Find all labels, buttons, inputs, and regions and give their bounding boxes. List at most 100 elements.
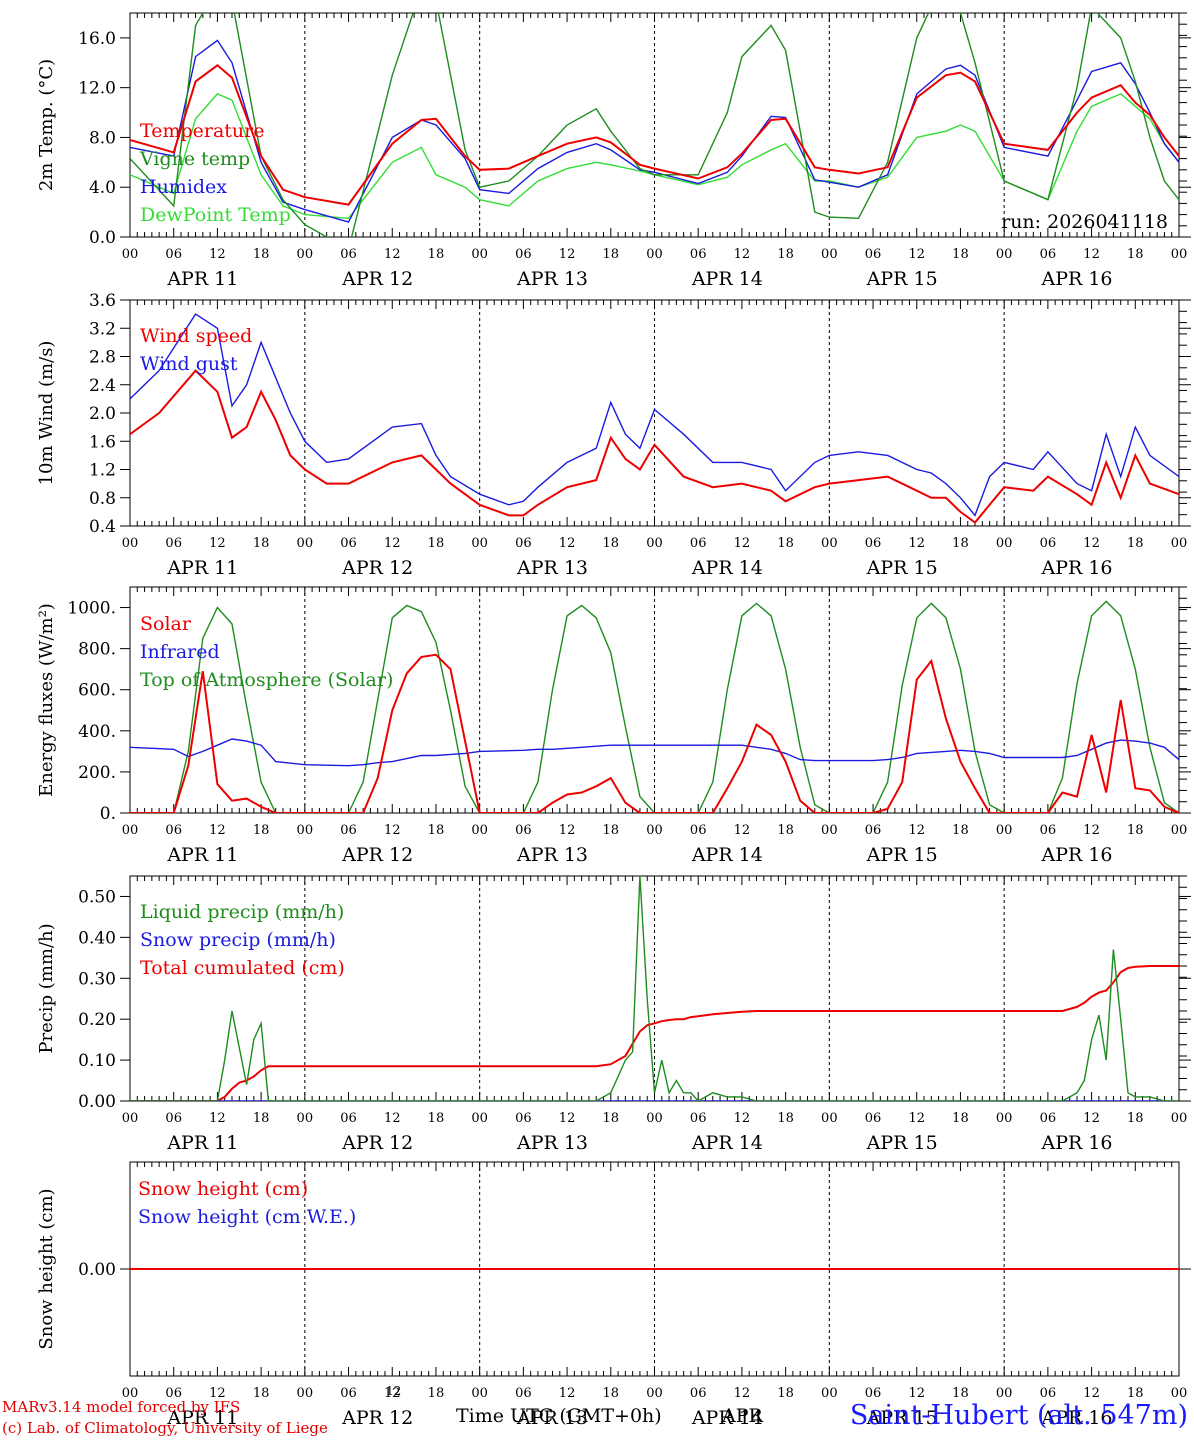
x-tick-label: 12 <box>1083 536 1100 551</box>
x-tick-label: 06 <box>165 823 182 838</box>
x-tick-label: 06 <box>865 536 882 551</box>
x-tick-label: 00 <box>821 823 838 838</box>
y-tick-label: 200. <box>78 763 116 783</box>
series-group <box>130 600 1179 813</box>
series-group <box>130 13 1179 237</box>
x-tick-label: 06 <box>515 247 532 262</box>
legend-entry: Temperature <box>140 120 264 142</box>
x-tick-label: 18 <box>428 536 445 551</box>
x-tick-label: 18 <box>253 1111 270 1126</box>
x-tick-label: 12 <box>908 823 925 838</box>
x-tick-label: 06 <box>1040 536 1057 551</box>
day-label: APR 15 <box>866 268 938 290</box>
y-tick-label: 0.0 <box>89 228 116 248</box>
x-tick-label: 18 <box>777 1111 794 1126</box>
x-tick-label: 06 <box>515 1386 532 1401</box>
day-label: APR 12 <box>341 557 413 579</box>
x-tick-label: 00 <box>996 1111 1013 1126</box>
x-tick-label: 12 <box>734 823 751 838</box>
x-tick-label: 00 <box>996 536 1013 551</box>
day-label: APR 13 <box>516 844 588 866</box>
series-group <box>130 313 1179 524</box>
month-label: APR <box>722 1405 763 1427</box>
x-tick-label: 12 <box>908 536 925 551</box>
series-line-total-cumulated-cm- <box>130 965 1179 1101</box>
x-tick-label: 06 <box>340 1386 357 1401</box>
x-tick-label: 06 <box>1040 823 1057 838</box>
series-line-wind-speed <box>130 369 1179 524</box>
panel-2: 00 06 12 18 00 06 12 18 00 06 12 18 00 06 12 18 00 06 12 18… <box>36 291 1191 579</box>
x-tick-label: 12 <box>908 1386 925 1401</box>
x-tick-label: 18 <box>603 1386 620 1401</box>
x-tick-label: 18 <box>428 1111 445 1126</box>
day-label: APR 12 <box>341 268 413 290</box>
y-axis-label: 2m Temp. (°C) <box>36 59 57 191</box>
x-tick-label: 00 <box>646 247 663 262</box>
x-tick-label: 00 <box>471 247 488 262</box>
x-tick-label: 18 <box>428 1386 445 1401</box>
y-tick-label: 12.0 <box>78 79 116 99</box>
y-tick-label: 1000. <box>67 599 116 619</box>
x-tick-label: 12 <box>209 536 226 551</box>
legend-entry: Vigne temp <box>139 148 250 170</box>
x-tick-label: 12 <box>734 1111 751 1126</box>
x-tick-label: 12 <box>559 823 576 838</box>
x-tick-label: 18 <box>777 1386 794 1401</box>
x-tick-label: 06 <box>690 823 707 838</box>
x-tick-label: 12 <box>1083 247 1100 262</box>
day-label: APR 16 <box>1040 268 1112 290</box>
x-tick-label: 00 <box>646 823 663 838</box>
x-tick-label: 06 <box>865 1111 882 1126</box>
legend-entry: Total cumulated (cm) <box>140 957 345 979</box>
x-tick-label: 00 <box>471 536 488 551</box>
x-tick-label: 18 <box>1127 1111 1144 1126</box>
x-tick-label: 18 <box>253 247 270 262</box>
x-tick-label: 12 <box>384 1111 401 1126</box>
y-tick-label: 0.4 <box>89 517 116 537</box>
day-label: APR 16 <box>1040 557 1112 579</box>
x-tick-label: 12 <box>209 823 226 838</box>
x-tick-label: 00 <box>471 1111 488 1126</box>
series-line-liquid-precip-mm-h- <box>130 876 1179 1101</box>
x-tick-label: 12 <box>1083 1111 1100 1126</box>
series-line-vigne-temp <box>130 13 1179 237</box>
x-tick-label: 12 <box>384 247 401 262</box>
x-tick-label: 12 <box>908 247 925 262</box>
x-tick-label: 12 <box>734 1386 751 1401</box>
day-label: APR 11 <box>166 557 238 579</box>
x-tick-label: 00 <box>1171 823 1188 838</box>
x-tick-label: 06 <box>690 247 707 262</box>
y-tick-label: 0.00 <box>78 1092 116 1112</box>
panel-4: 00 06 12 18 00 06 12 18 00 06 12 18 00 06 12 18 00 06 12 18… <box>36 875 1191 1154</box>
x-tick-label: 18 <box>603 823 620 838</box>
series-line-wind-gust <box>130 313 1179 517</box>
day-label: APR 14 <box>691 557 763 579</box>
x-tick-label: 00 <box>821 1111 838 1126</box>
x-tick-label: 18 <box>777 247 794 262</box>
y-tick-label: 2.0 <box>89 404 116 424</box>
day-label: APR 16 <box>1040 1407 1112 1429</box>
x-tick-label: 18 <box>952 247 969 262</box>
x-tick-label: 06 <box>865 823 882 838</box>
day-label: APR 15 <box>866 1407 938 1429</box>
panel-5: 00 06 12 18 00 06 12 18 00 06 12 18 00 06 12 18 00 06 12 18… <box>36 1161 1191 1429</box>
x-tick-label: 06 <box>690 1111 707 1126</box>
series-line-infrared <box>130 738 1179 767</box>
day-label: APR 14 <box>691 268 763 290</box>
x-tick-label: 06 <box>1040 1111 1057 1126</box>
x-tick-label: 00 <box>1171 536 1188 551</box>
legend-entry: Liquid precip (mm/h) <box>140 901 344 923</box>
y-axis-label: 10m Wind (m/s) <box>36 341 57 486</box>
day-label: APR 13 <box>516 268 588 290</box>
day-label: APR 13 <box>516 1132 588 1154</box>
y-tick-label: 0.00 <box>78 1260 116 1280</box>
legend-entry: Snow height (cm W.E.) <box>138 1206 356 1228</box>
day-label: APR 12 <box>341 1407 413 1429</box>
x-tick-label: 00 <box>821 536 838 551</box>
legend-entry: DewPoint Temp <box>140 204 291 226</box>
x-tick-label: 00 <box>996 1386 1013 1401</box>
day-label: APR 11 <box>166 268 238 290</box>
model-credit: MARv3.14 model forced by IFS <box>2 1398 241 1416</box>
series-line-humidex <box>130 39 1179 223</box>
